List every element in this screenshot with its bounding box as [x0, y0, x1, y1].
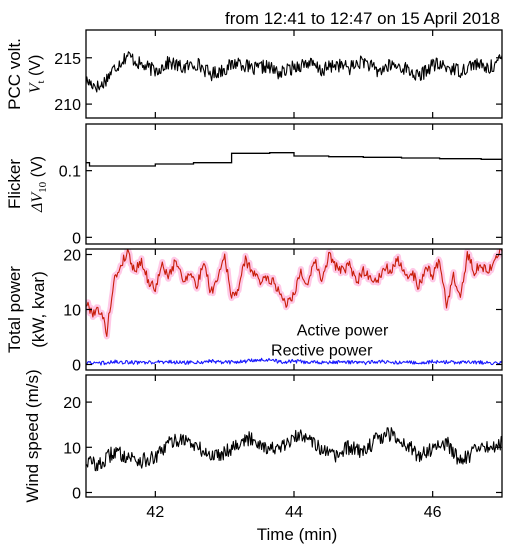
plot-frame-flicker	[85, 123, 503, 245]
series-line-active-power	[86, 249, 502, 337]
x-tick-label: 46	[424, 504, 442, 521]
x-axis-label: Time (min)	[257, 525, 338, 544]
y-axis-label-power: Total power	[5, 266, 24, 353]
y-tick-label-pcc: 210	[54, 97, 81, 114]
plot-area-power	[86, 249, 502, 366]
y-axis-label-var-flicker: ΔV10 (V)	[29, 156, 49, 213]
x-tick-label: 44	[285, 504, 303, 521]
plot-frame-wind	[85, 374, 503, 498]
y-tick-label-wind: 10	[63, 440, 81, 457]
panel-flicker: 0 0.1 Flicker ΔV10 (V)	[5, 123, 503, 247]
y-tick-label-power: 10	[63, 303, 81, 320]
x-tick-label: 42	[146, 504, 164, 521]
figure-title: from 12:41 to 12:47 on 15 April 2018	[225, 9, 500, 28]
y-axis-label-var-pcc: Vt (V)	[27, 55, 47, 94]
y-tick-label-wind: 20	[63, 395, 81, 412]
y-axis-label-pcc: PCC volt.	[5, 38, 24, 110]
y-tick-label-flicker: 0	[72, 230, 81, 247]
y-tick-label-power: 20	[63, 248, 81, 265]
y-tick-label-wind: 0	[72, 485, 81, 502]
series-line-rective-power	[86, 357, 502, 366]
y-axis-label-wind: Wind speed (m/s)	[23, 369, 42, 502]
annotation-reactive-power: Rective power	[271, 343, 373, 360]
series-line-pcc	[86, 51, 502, 93]
y-tick-label-power: 0	[72, 358, 81, 375]
annotation-active-power: Active power	[297, 322, 389, 339]
series-line-flicker	[86, 152, 502, 167]
plot-frame-pcc	[85, 29, 503, 119]
plot-area-flicker	[86, 152, 502, 167]
panel-pcc-voltage: 210 215 PCC volt. Vt (V)	[5, 29, 503, 119]
panel-wind-speed: 0 10 20 42 44 46 Wind speed (m/s)	[23, 369, 503, 521]
y-axis-label-line2-power: (kW, kvar)	[29, 271, 48, 348]
y-axis-label-flicker: Flicker	[5, 159, 24, 209]
y-tick-label-flicker: 0.1	[59, 164, 81, 181]
plot-area-wind	[86, 427, 502, 472]
panel-total-power: 0 10 20 Total power (kW, kvar) Active power Re…	[5, 248, 503, 375]
plot-area-pcc	[86, 51, 502, 93]
series-line-wind	[86, 427, 502, 472]
y-tick-label-pcc: 215	[54, 51, 81, 68]
